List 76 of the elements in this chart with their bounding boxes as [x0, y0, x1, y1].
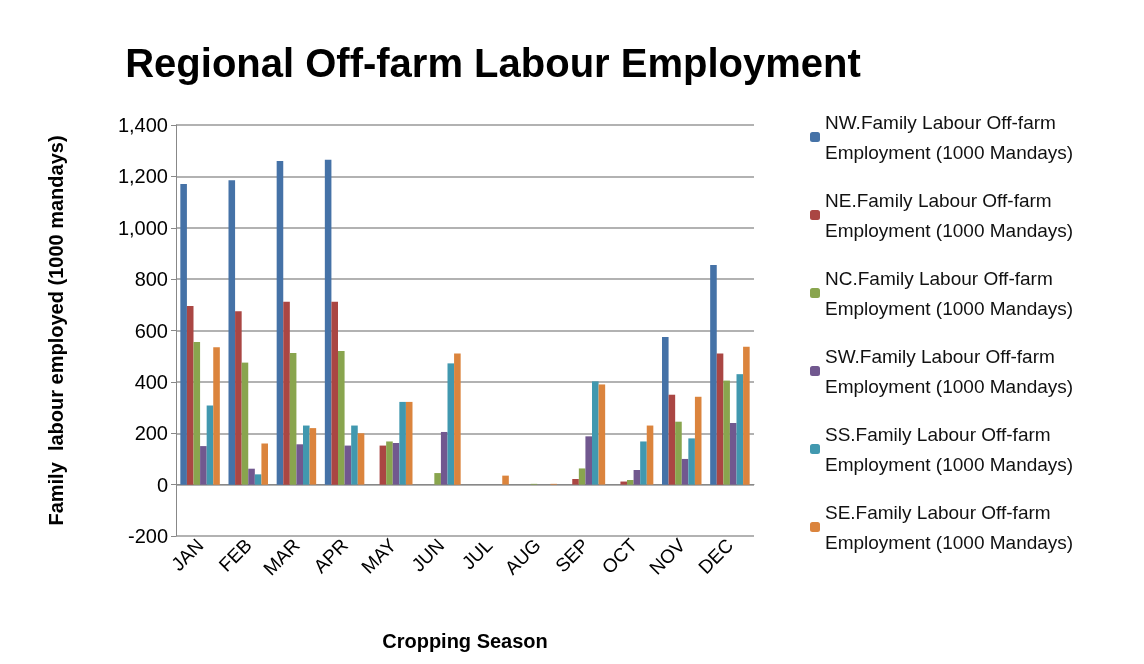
bar: [675, 421, 682, 485]
bar: [681, 458, 689, 485]
chart-title: Regional Off-farm Labour Employment: [125, 41, 861, 85]
bar: [585, 436, 592, 485]
bar: [283, 301, 290, 485]
y-tick-label: 1,400: [117, 114, 168, 136]
bar: [592, 381, 599, 485]
bar: [640, 441, 647, 485]
legend-label: SS.Family Labour Off-farm Employment (1000 Mandays): [825, 423, 1074, 475]
y-tick-label: -200: [127, 525, 168, 547]
bar: [248, 468, 255, 485]
x-axis-title: Cropping Season: [382, 630, 548, 652]
y-tick-label: 1,200: [117, 165, 168, 188]
bar: [716, 353, 724, 485]
bar: [743, 346, 750, 485]
bar: [206, 405, 214, 485]
y-tick-label: 200: [134, 422, 168, 445]
x-tick-label: JUL: [457, 534, 497, 574]
bar: [447, 363, 455, 485]
bar: [357, 433, 365, 485]
bar: [662, 336, 669, 485]
bar: [646, 425, 654, 485]
bar: [235, 311, 242, 485]
bar: [276, 160, 284, 485]
bar: [186, 306, 194, 485]
bar: [578, 468, 586, 485]
bar: [289, 353, 297, 485]
bar: [309, 428, 317, 485]
legend-label: NW.Family Labour Off-farm Employment (1000 Mandays): [825, 111, 1074, 163]
bar: [620, 481, 627, 485]
y-tick-label: 400: [134, 370, 168, 393]
bar: [627, 480, 634, 485]
legend-label: SE.Family Labour Off-farm Employment (1000 Mandays): [825, 501, 1074, 553]
legend-label: NE.Family Labour Off-farm Employment (1000 Mandays): [825, 189, 1074, 241]
bar: [440, 431, 448, 485]
bar: [193, 342, 201, 485]
bar: [200, 446, 207, 485]
bar: [729, 422, 737, 485]
bar: [598, 384, 606, 485]
y-axis-title: Family labour employed (1000 mandays): [45, 135, 67, 526]
bar: [351, 425, 358, 485]
legend-label: SW.Family Labour Off-farm Employment (1000 Mandays): [825, 345, 1074, 397]
bar: [723, 380, 730, 485]
bar: [502, 475, 509, 485]
bar: [338, 351, 345, 485]
bar: [710, 265, 717, 485]
bar: [228, 180, 236, 485]
bar: [180, 184, 187, 485]
bar: [405, 401, 413, 485]
bar: [736, 374, 744, 485]
bar: [399, 401, 406, 485]
x-tick-label: FEB: [214, 534, 256, 576]
bar: [324, 159, 332, 485]
bar: [331, 301, 338, 485]
y-tick-label: 800: [134, 268, 168, 291]
bar: [668, 394, 676, 485]
y-tick-label: 600: [134, 319, 168, 342]
bar: [303, 425, 310, 485]
bar: [296, 444, 303, 485]
bar: [241, 362, 249, 485]
bar: [254, 474, 262, 485]
bar: [434, 473, 441, 485]
bar: [386, 441, 393, 485]
bar: [379, 445, 387, 485]
bar: [572, 478, 579, 485]
legend-label: NC.Family Labour Off-farm Employment (1000 Mandays): [825, 267, 1074, 319]
bar: [633, 469, 641, 485]
bar: [261, 443, 268, 485]
bar: [454, 353, 461, 485]
bar: [694, 396, 702, 485]
bar: [392, 443, 400, 485]
bar: [688, 438, 695, 485]
bar: [344, 445, 352, 485]
bar: [213, 347, 220, 485]
y-tick-label: 0: [156, 473, 168, 496]
y-tick-label: 1,000: [117, 216, 168, 239]
